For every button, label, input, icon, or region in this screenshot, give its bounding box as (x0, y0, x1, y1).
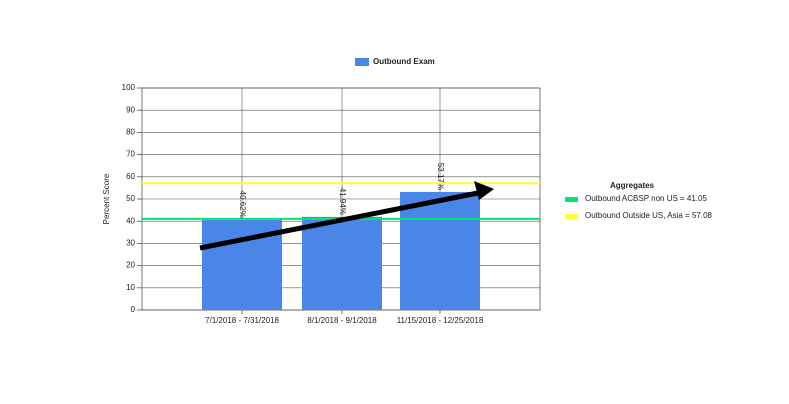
legend-swatch (355, 58, 369, 66)
y-tick-label: 70 (126, 150, 135, 159)
y-tick-label: 100 (122, 83, 136, 92)
aggregate-entry: Outbound ACBSP non US = 41.05 (565, 194, 715, 203)
value-label: 53.17% (436, 163, 445, 190)
value-label: 40.62% (238, 191, 247, 218)
y-tick-label: 10 (126, 283, 135, 292)
bar (400, 191, 480, 310)
aggregate-label: Outbound ACBSP non US = 41.05 (585, 194, 707, 203)
aggregate-label: Outbound Outside US, Asia = 57.08 (585, 211, 712, 220)
y-tick-label: 80 (126, 128, 135, 137)
x-tick-label: 7/1/2018 - 7/31/2018 (205, 316, 279, 325)
y-tick-label: 90 (126, 105, 135, 114)
x-tick-label: 8/1/2018 - 9/1/2018 (307, 316, 377, 325)
x-tick-label: 11/15/2018 - 12/25/2018 (397, 316, 484, 325)
y-axis-label: Percent Score (102, 173, 111, 224)
legend-label: Outbound Exam (373, 57, 435, 66)
aggregate-swatch (565, 214, 578, 219)
aggregate-swatch (565, 197, 578, 202)
annotation-arrow (199, 181, 494, 251)
y-tick-label: 20 (126, 261, 135, 270)
bar (302, 216, 382, 310)
aggregate-entry: Outbound Outside US, Asia = 57.08 (565, 211, 715, 220)
y-tick-label: 0 (131, 305, 136, 314)
aggregates-title: Aggregates (610, 181, 655, 190)
value-label: 41.94% (338, 188, 347, 215)
y-tick-label: 60 (126, 172, 135, 181)
y-tick-label: 50 (126, 194, 135, 203)
y-tick-label: 30 (126, 239, 135, 248)
y-tick-label: 40 (126, 216, 135, 225)
